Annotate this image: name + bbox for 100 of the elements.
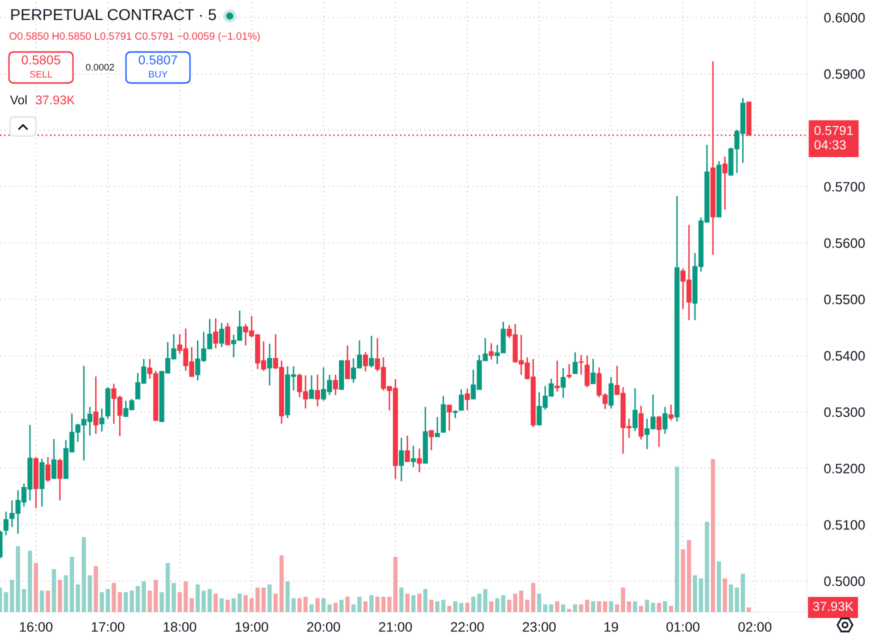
y-tick-label: 0.5700 <box>824 182 865 192</box>
bar <box>585 600 590 612</box>
bar <box>303 596 308 612</box>
candlestick <box>404 434 410 463</box>
bar <box>46 590 50 612</box>
bar <box>381 596 386 612</box>
y-tick-label: 0.5600 <box>824 238 865 248</box>
bar <box>10 580 14 612</box>
candlestick <box>344 344 350 380</box>
bar <box>591 601 596 612</box>
candlestick <box>632 388 638 432</box>
bar <box>722 578 728 612</box>
candlestick <box>572 352 578 374</box>
text: 37.93K <box>813 602 854 611</box>
candlestick <box>656 415 662 448</box>
bar <box>94 566 98 612</box>
bar <box>268 584 272 612</box>
bar <box>746 607 751 612</box>
bar <box>668 606 674 612</box>
bar <box>297 598 302 612</box>
bar <box>603 601 608 612</box>
bar <box>698 578 704 612</box>
bar <box>716 562 722 612</box>
candlestick <box>488 342 494 360</box>
bar <box>64 575 68 612</box>
candlestick <box>608 376 614 410</box>
y-tick-label: 0.5200 <box>824 464 865 474</box>
bar <box>614 604 620 612</box>
bar <box>411 595 416 612</box>
bar <box>597 601 602 612</box>
annotation: 0.5807 <box>138 55 178 64</box>
bar <box>309 604 314 612</box>
bar <box>28 550 32 612</box>
bar <box>489 601 494 612</box>
bar <box>291 598 296 612</box>
bar <box>220 598 224 612</box>
bar <box>375 596 380 612</box>
candlestick <box>45 456 50 483</box>
candlestick <box>57 458 62 502</box>
bar <box>357 596 362 612</box>
candlestick <box>332 374 338 396</box>
bar <box>273 594 278 612</box>
bar <box>656 602 662 612</box>
y-tick-label: 0.5300 <box>824 407 865 418</box>
bar <box>76 584 80 612</box>
ref-line-label: 0.5791 04:33 <box>814 126 853 150</box>
bar <box>626 601 632 612</box>
x-tick-label: 21:00 <box>379 622 412 632</box>
bar <box>740 574 745 612</box>
x-tick-label: 20:00 <box>307 622 340 632</box>
bar <box>363 601 368 612</box>
y-tick-label: 0.5500 <box>824 294 865 304</box>
x-tick-label: 19:00 <box>236 622 268 632</box>
bar <box>620 588 626 612</box>
candlestick <box>638 405 644 440</box>
bar <box>567 608 572 612</box>
y-tick-label: 0.5900 <box>824 69 865 79</box>
bar <box>674 466 680 612</box>
candlestick <box>410 445 416 468</box>
candlestick <box>93 376 98 435</box>
bar <box>387 596 392 612</box>
bar <box>345 596 350 612</box>
x-tick-label: 19 <box>604 622 618 632</box>
annotation: 37.93K <box>36 96 75 104</box>
annotation: 0.0002 <box>86 64 114 71</box>
candlestick <box>99 408 104 432</box>
bar <box>399 588 404 612</box>
bar <box>34 563 38 612</box>
candlestick <box>560 367 566 399</box>
y-tick-label: 0.5000 <box>824 576 865 586</box>
bar <box>662 601 668 612</box>
bar <box>405 594 410 612</box>
bar <box>369 595 374 612</box>
bar <box>638 606 644 612</box>
bar <box>250 598 254 612</box>
candlestick <box>309 374 314 400</box>
candlestick <box>368 335 374 368</box>
candlestick <box>590 358 596 384</box>
bar <box>214 594 218 612</box>
x-tick-label: 01:00 <box>666 622 700 632</box>
x-tick-label: 17:00 <box>92 622 124 632</box>
bar <box>315 598 320 612</box>
candlestick <box>3 510 9 536</box>
x-tick-label: 02:00 <box>738 622 772 632</box>
bar <box>710 459 716 612</box>
bar <box>88 575 92 612</box>
chart-title: PERPETUAL CONTRACT · 5 <box>11 9 216 20</box>
bar <box>680 549 686 612</box>
bar <box>644 600 650 612</box>
bar <box>321 598 326 612</box>
bar <box>226 600 230 612</box>
y-tick-label: 0.5100 <box>824 520 865 530</box>
candlestick <box>434 416 440 438</box>
candlestick <box>315 374 320 408</box>
bar <box>728 584 734 612</box>
text: O0.5850 H0.5850 L0.5791 C0.5791 −0.0059 (−1.01%) <box>9 32 260 42</box>
bar <box>734 588 739 612</box>
bar <box>417 594 422 612</box>
bar <box>704 522 710 612</box>
candlestick <box>219 322 224 348</box>
